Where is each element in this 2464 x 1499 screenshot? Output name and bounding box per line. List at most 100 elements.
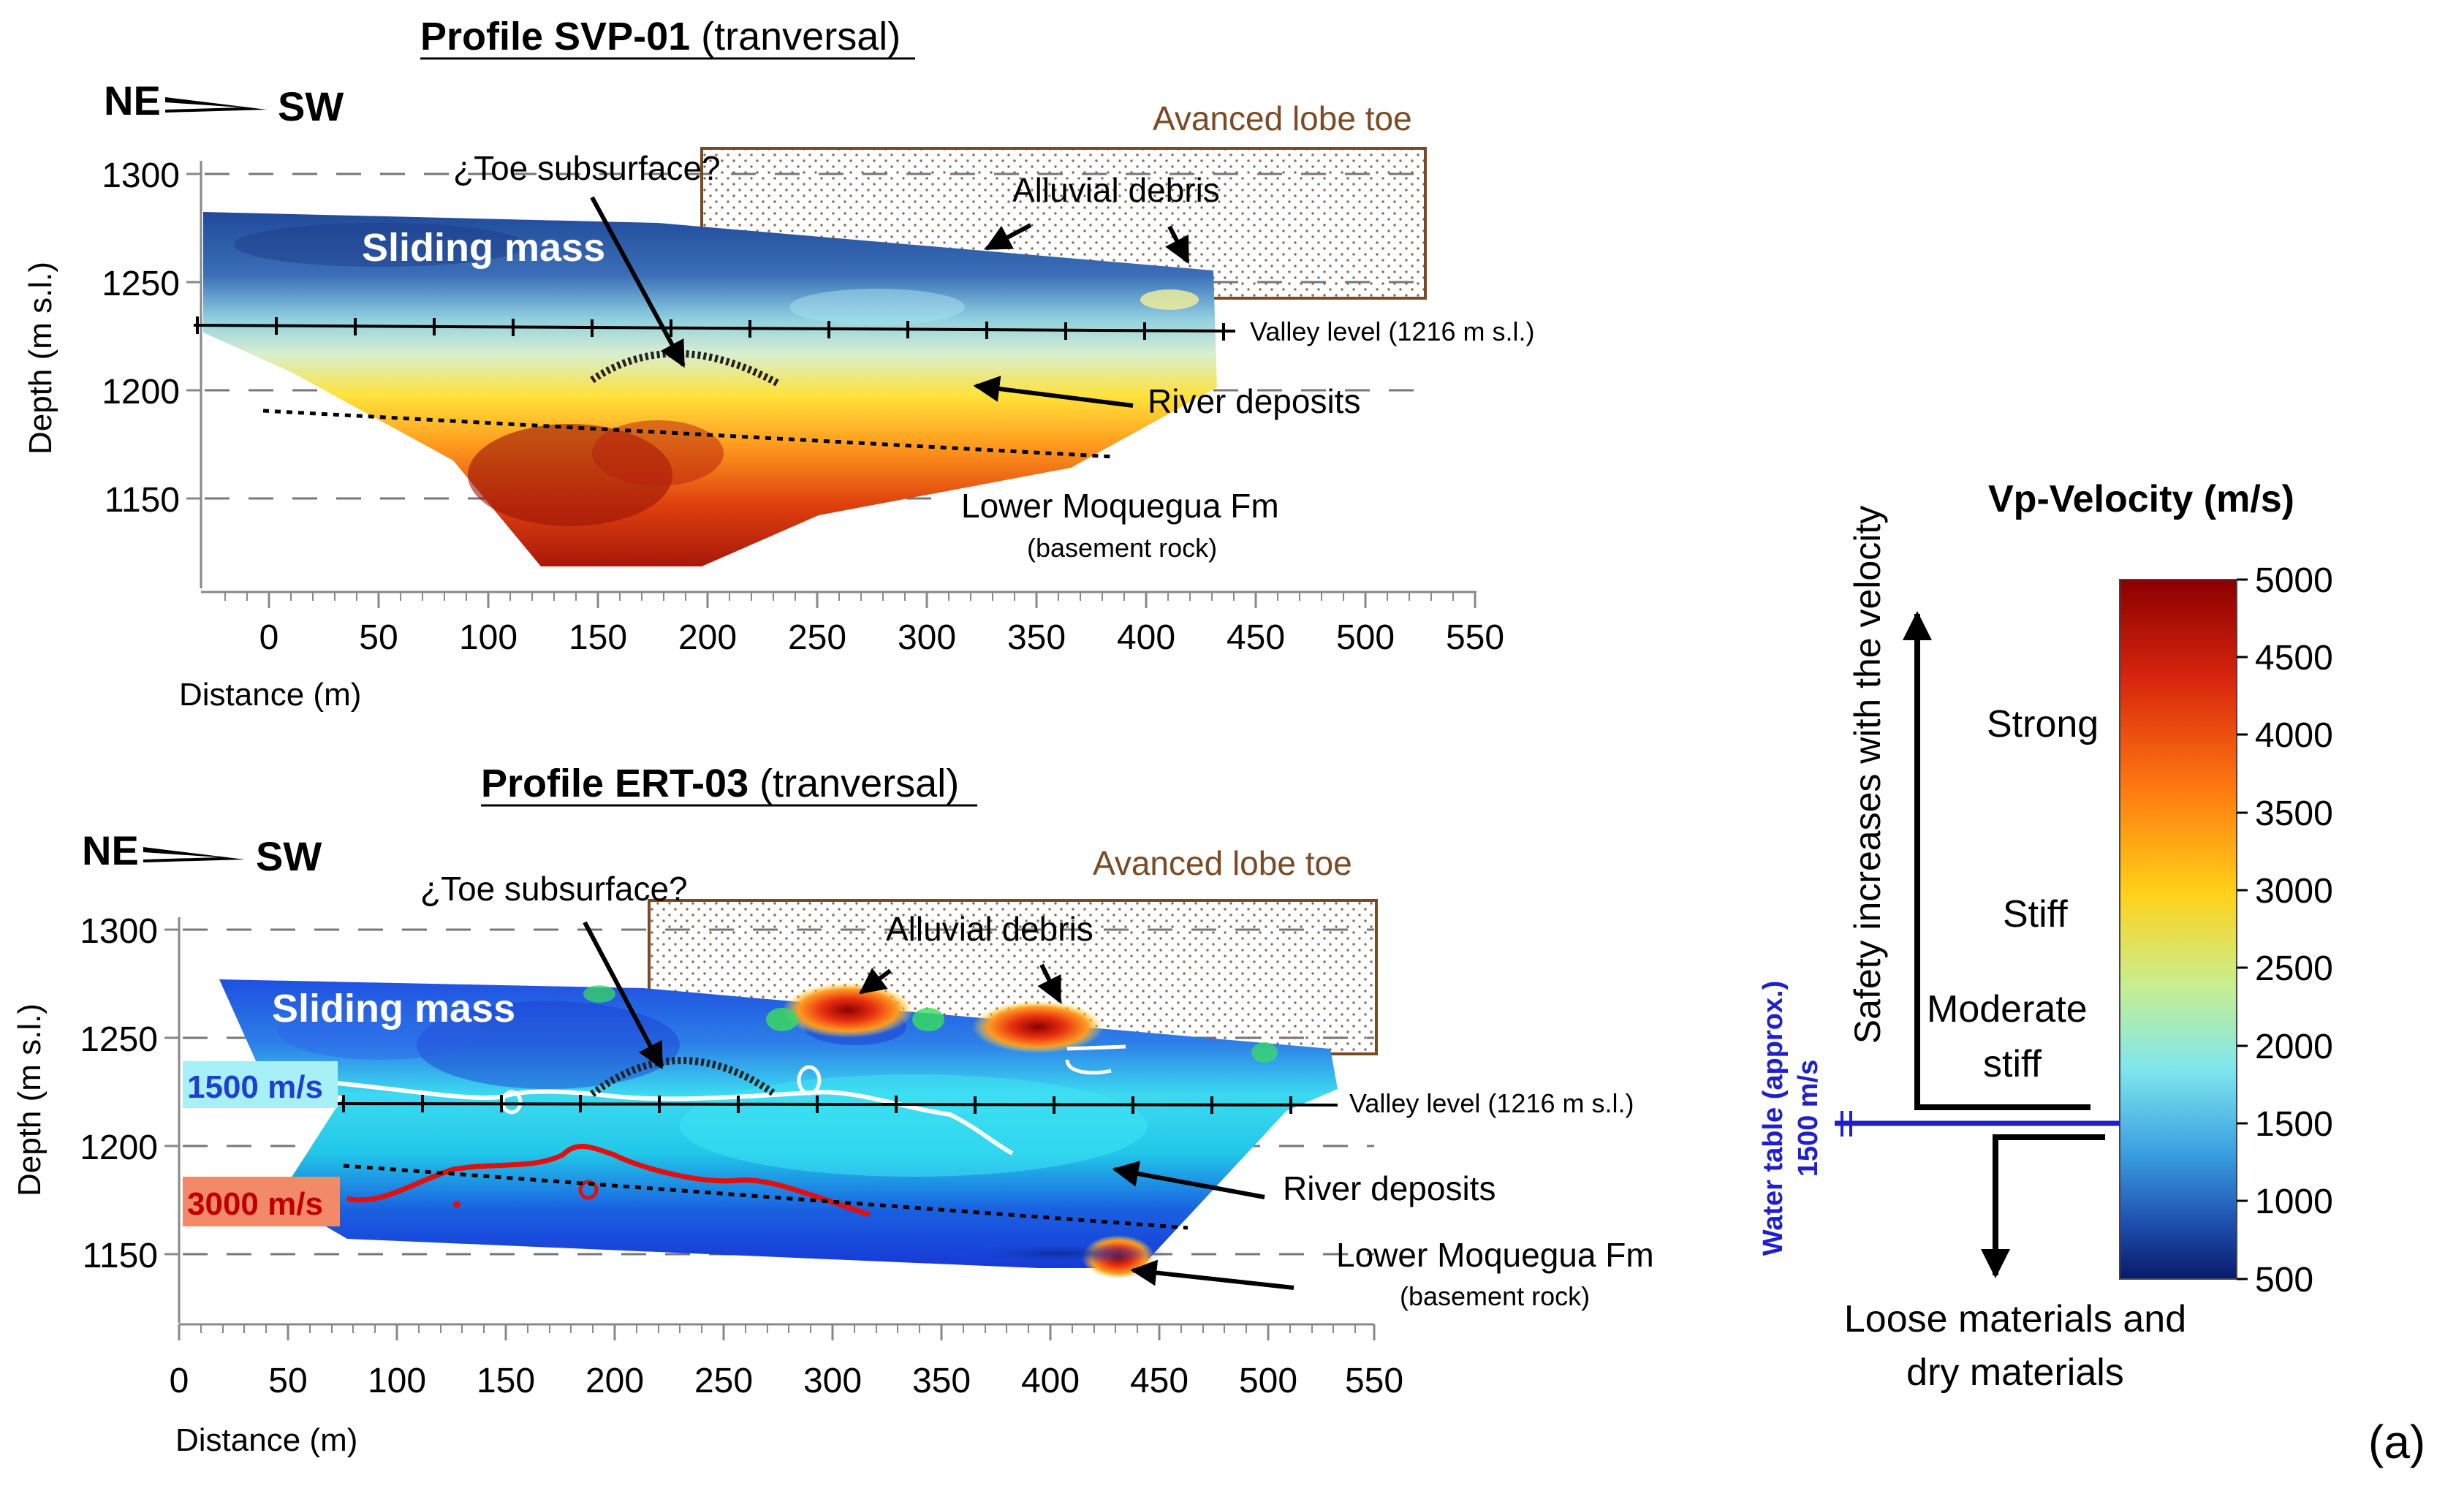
bottom-x-tick-label: 250 bbox=[694, 1362, 753, 1400]
legend-safety-arrow bbox=[1903, 611, 2090, 1110]
bottom-x-tick-label: 550 bbox=[1345, 1362, 1403, 1400]
top-valley-line: Valley level (1216 m s.l.) bbox=[193, 316, 1534, 346]
legend-strong: Strong bbox=[1987, 703, 2099, 745]
top-basement-label: (basement rock) bbox=[1027, 533, 1217, 563]
bottom-valley-label: Valley level (1216 m s.l.) bbox=[1349, 1088, 1634, 1118]
top-basement-dotted-line bbox=[262, 409, 1115, 459]
legend-tick-label: 2500 bbox=[2255, 949, 2333, 988]
top-x-tick-label: 150 bbox=[569, 618, 627, 657]
legend-tick-label: 4000 bbox=[2255, 716, 2333, 755]
bottom-y-axis-title: Depth (m s.l.) bbox=[12, 1003, 48, 1196]
bottom-toe-subsurface-label: ¿Toe subsurface? bbox=[420, 870, 688, 908]
legend-stiff: Stiff bbox=[2003, 893, 2068, 936]
legend-tick-label: 1000 bbox=[2255, 1183, 2333, 1221]
bottom-3000-contour bbox=[346, 1143, 871, 1218]
velocity-legend: Vp-Velocity (m/s) 5000 4500 4000 3500 30… bbox=[1758, 478, 2333, 1394]
top-x-tick-label: 300 bbox=[898, 618, 956, 657]
bottom-x-tick-label: 150 bbox=[477, 1362, 535, 1400]
legend-ticks bbox=[2237, 578, 2248, 1280]
top-y-axis: 1300 1250 1200 1150 Depth (m s.l.) bbox=[23, 156, 202, 588]
legend-tick-label: 3500 bbox=[2255, 794, 2333, 833]
top-y-tick-label: 1200 bbox=[102, 373, 180, 411]
top-y-tick-label: 1250 bbox=[102, 265, 180, 303]
top-velocity-section bbox=[203, 212, 1217, 566]
bottom-1500-contour bbox=[321, 1079, 1014, 1155]
bottom-y-tick-label: 1250 bbox=[80, 1020, 158, 1059]
top-compass-ne: NE bbox=[104, 77, 161, 124]
top-river-deposits-label: River deposits bbox=[1148, 382, 1360, 420]
bottom-sliding-mass-label: Sliding mass bbox=[272, 987, 515, 1031]
top-title: Profile SVP-01 (tranversal) bbox=[420, 15, 901, 58]
bottom-arrows bbox=[583, 921, 1294, 1290]
bottom-title: Profile ERT-03 (tranversal) bbox=[481, 762, 959, 805]
water-table-velocity: 1500 m/s bbox=[1793, 1060, 1824, 1177]
top-moquegua-label: Lower Moquegua Fm bbox=[961, 487, 1279, 525]
bottom-x-tick-label: 0 bbox=[170, 1362, 189, 1400]
top-compass: NE SW bbox=[104, 77, 344, 129]
top-y-axis-title: Depth (m s.l.) bbox=[23, 262, 58, 455]
top-x-axis-title: Distance (m) bbox=[179, 677, 361, 713]
top-compass-sw: SW bbox=[278, 83, 344, 129]
water-table-label: Water table (approx.) bbox=[1758, 981, 1789, 1256]
legend-loose-line1: Loose materials and bbox=[1844, 1298, 2186, 1340]
top-x-axis: 0 50 100 150 200 250 300 350 400 450 500… bbox=[179, 591, 1504, 713]
bottom-x-tick-label: 500 bbox=[1239, 1362, 1297, 1400]
bottom-river-deposits-label: River deposits bbox=[1283, 1169, 1496, 1207]
legend-tick-label: 2000 bbox=[2255, 1028, 2333, 1066]
v3000-box bbox=[183, 1177, 340, 1226]
legend-loose-line2: dry materials bbox=[1906, 1351, 2124, 1394]
v1500-box bbox=[183, 1061, 338, 1108]
top-x-tick-label: 450 bbox=[1227, 618, 1285, 657]
legend-colorbar bbox=[2119, 579, 2237, 1280]
top-alluvial-label: Alluvial debris bbox=[1012, 171, 1220, 209]
bottom-y-tick-label: 1300 bbox=[80, 912, 158, 951]
top-x-tick-label: 0 bbox=[259, 618, 279, 657]
bottom-valley-line: Valley level (1216 m s.l.) bbox=[336, 1088, 1634, 1118]
legend-moderate: Moderate bbox=[1927, 988, 2088, 1031]
legend-loose-arrow bbox=[1981, 1134, 2105, 1278]
bottom-x-tick-label: 450 bbox=[1130, 1362, 1189, 1400]
bottom-y-tick-label: 1150 bbox=[83, 1237, 158, 1275]
top-profile: Profile SVP-01 (tranversal) NE SW 1300 1… bbox=[23, 15, 1534, 713]
bottom-moquegua-label: Lower Moquegua Fm bbox=[1336, 1236, 1654, 1274]
bottom-resistivity-section bbox=[219, 979, 1338, 1279]
bottom-compass: NE SW bbox=[82, 827, 322, 879]
v3000-label: 3000 m/s bbox=[187, 1186, 323, 1222]
bottom-x-tick-label: 400 bbox=[1021, 1362, 1080, 1400]
bottom-compass-ne: NE bbox=[82, 827, 139, 873]
bottom-y-tick-label: 1200 bbox=[80, 1128, 158, 1167]
top-arrows bbox=[590, 196, 1190, 408]
top-toe-squiggle bbox=[590, 349, 781, 387]
bottom-alluvial-label: Alluvial debris bbox=[886, 910, 1093, 948]
top-x-tick-label: 400 bbox=[1117, 618, 1175, 657]
top-x-tick-label: 500 bbox=[1336, 618, 1395, 657]
legend-tick-label: 500 bbox=[2255, 1261, 2313, 1299]
top-y-tick-label: 1150 bbox=[105, 481, 180, 520]
top-sliding-mass-label: Sliding mass bbox=[362, 226, 605, 270]
top-toe-subsurface-label: ¿Toe subsurface? bbox=[453, 149, 721, 187]
legend-safety-text: Safety increases with the velocity bbox=[1847, 506, 1888, 1044]
legend-tick-label: 3000 bbox=[2255, 872, 2333, 911]
top-x-tick-label: 50 bbox=[359, 618, 398, 657]
top-y-tick-label: 1300 bbox=[102, 156, 180, 195]
legend-tick-label: 4500 bbox=[2255, 639, 2333, 678]
legend-title: Vp-Velocity (m/s) bbox=[1988, 478, 2294, 520]
bottom-lobe-toe-label: Avanced lobe toe bbox=[1093, 844, 1352, 882]
bottom-x-tick-label: 350 bbox=[912, 1362, 971, 1400]
bottom-x-tick-label: 50 bbox=[268, 1362, 307, 1400]
legend-moderate-stiff: stiff bbox=[1983, 1043, 2042, 1085]
top-valley-label: Valley level (1216 m s.l.) bbox=[1250, 316, 1534, 346]
panel-label: (a) bbox=[2368, 1416, 2425, 1468]
legend-tick-label: 1500 bbox=[2255, 1105, 2333, 1144]
v1500-label: 1500 m/s bbox=[187, 1069, 323, 1105]
bottom-x-tick-label: 300 bbox=[803, 1362, 862, 1400]
bottom-basement-dotted-line bbox=[343, 1164, 1189, 1230]
top-x-tick-label: 550 bbox=[1446, 618, 1504, 657]
legend-tick-label: 5000 bbox=[2255, 561, 2333, 600]
bottom-x-axis: 0 50 100 150 200 250 300 350 400 450 500… bbox=[170, 1323, 1403, 1458]
top-x-tick-label: 350 bbox=[1007, 618, 1066, 657]
bottom-compass-sw: SW bbox=[256, 833, 322, 879]
bottom-x-tick-label: 200 bbox=[585, 1362, 644, 1400]
bottom-basement-label: (basement rock) bbox=[1400, 1281, 1590, 1311]
